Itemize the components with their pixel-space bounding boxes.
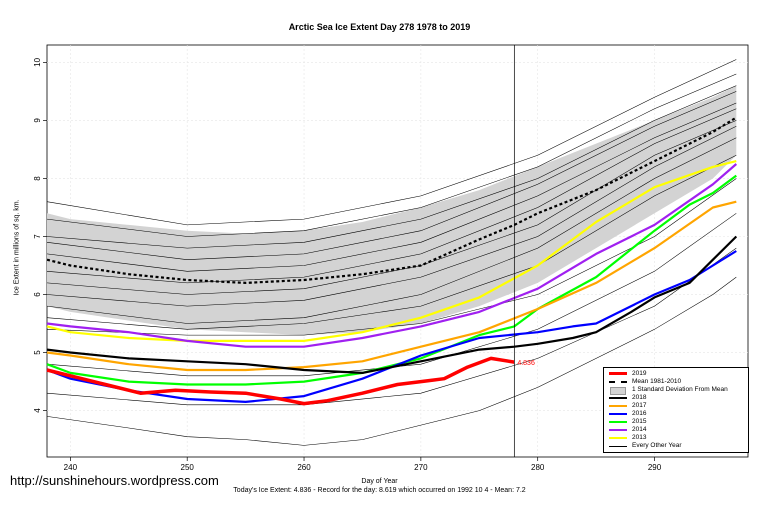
- x-tick-label: 240: [64, 463, 78, 472]
- y-tick-label: 8: [33, 176, 42, 181]
- legend-label: 2014: [632, 426, 647, 433]
- y-tick-label: 7: [33, 234, 42, 239]
- legend-item: Mean 1981-2010: [604, 378, 748, 386]
- day-marker: 4.836: [513, 45, 535, 457]
- y-tick-label: 9: [33, 118, 42, 123]
- x-tick-label: 250: [181, 463, 195, 472]
- legend-label: 2018: [632, 394, 647, 401]
- series-line-2014: [46, 163, 738, 348]
- chart-title: Arctic Sea Ice Extent Day 278 1978 to 20…: [288, 22, 471, 32]
- legend-item: 2015: [604, 418, 748, 426]
- series-line-2013: [46, 160, 737, 342]
- legend-label: 2015: [632, 418, 647, 425]
- legend-label: Every Other Year: [632, 442, 682, 449]
- x-tick-label: 290: [648, 463, 662, 472]
- other-year-line: [46, 213, 737, 377]
- x-tick-label: 260: [297, 463, 311, 472]
- legend-item: 2018: [604, 394, 748, 402]
- series-line-2019: [46, 356, 515, 406]
- legend-item: 2016: [604, 410, 748, 418]
- legend-label: 2019: [632, 370, 647, 377]
- y-tick-label: 4: [33, 408, 42, 413]
- x-tick-label: 280: [531, 463, 545, 472]
- x-axis: 240 250 260 270 280 290: [64, 457, 662, 472]
- other-year-line: [46, 59, 737, 226]
- legend-item: 2019: [604, 370, 748, 378]
- legend-swatch: [609, 405, 627, 407]
- legend-swatch: [610, 387, 626, 395]
- other-year-line: [46, 108, 737, 284]
- legend-swatch: [609, 397, 627, 399]
- legend-label: 2016: [632, 410, 647, 417]
- legend-swatch: [609, 437, 627, 439]
- other-year-line: [46, 85, 737, 249]
- legend-label: 1 Standard Deviation From Mean: [632, 386, 728, 393]
- series-lines: [46, 160, 738, 406]
- std-band: [47, 85, 737, 336]
- other-year-line: [46, 102, 737, 272]
- y-axis: 4 5 6 7 8 9 10: [33, 57, 47, 413]
- legend-swatch: [609, 413, 627, 415]
- mean-line-path: [46, 116, 737, 285]
- series-line-2016: [46, 250, 737, 403]
- watermark-url: http://sunshinehours.wordpress.com: [10, 473, 219, 488]
- y-tick-label: 10: [33, 57, 42, 66]
- legend-item: Every Other Year: [604, 442, 748, 450]
- other-year-line: [46, 73, 737, 237]
- x-axis-label: Day of Year: [361, 478, 398, 485]
- y-axis-label: Ice Extent in millions of sq. km.: [13, 199, 21, 296]
- legend: 2019 Mean 1981-2010 1 Standard Deviation F…: [603, 367, 749, 453]
- legend-swatch: [609, 381, 627, 383]
- other-year-line: [46, 137, 737, 324]
- series-line-2018: [46, 235, 738, 374]
- legend-swatch: [609, 421, 627, 423]
- mean-line: [46, 116, 737, 285]
- footer-note: Today's Ice Extent: 4.836 - Record for t…: [233, 487, 526, 494]
- legend-item: 2014: [604, 426, 748, 434]
- other-year-line: [46, 155, 737, 330]
- legend-swatch: [609, 429, 627, 431]
- series-line-2017: [46, 200, 737, 372]
- legend-item: 1 Standard Deviation From Mean: [604, 386, 748, 395]
- legend-swatch: [609, 445, 627, 447]
- other-year-line: [46, 276, 737, 446]
- other-year-line: [46, 178, 737, 336]
- y-tick-label: 5: [33, 350, 42, 355]
- y-tick-label: 6: [33, 292, 42, 297]
- legend-item: 2017: [604, 402, 748, 410]
- std-band-area: [47, 85, 737, 336]
- legend-label: Mean 1981-2010: [632, 378, 682, 385]
- legend-swatch: [609, 372, 627, 376]
- legend-item: 2013: [604, 434, 748, 442]
- other-year-line: [46, 125, 737, 307]
- marker-label: 4.836: [517, 360, 535, 367]
- legend-label: 2013: [632, 434, 647, 441]
- other-year-line: [46, 247, 737, 406]
- other-year-line: [46, 91, 737, 260]
- x-tick-label: 270: [414, 463, 428, 472]
- legend-label: 2017: [632, 402, 647, 409]
